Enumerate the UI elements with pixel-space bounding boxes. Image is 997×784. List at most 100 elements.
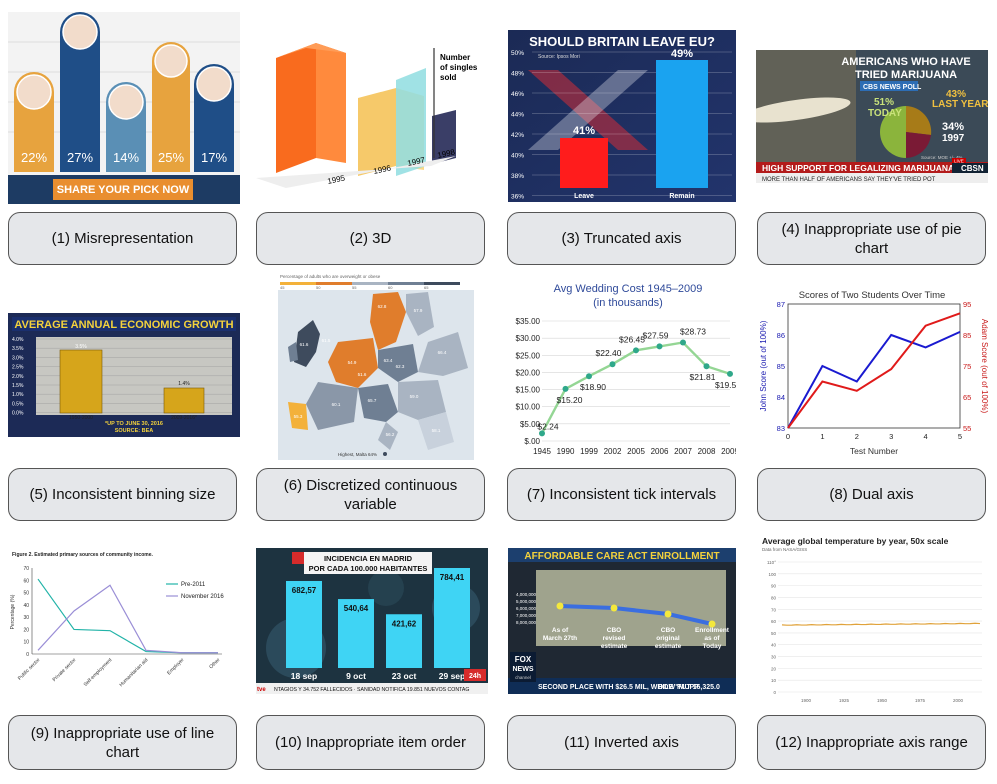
temperature-line xyxy=(781,622,981,626)
region-value: 61.5 xyxy=(322,338,331,343)
point-label: CBO xyxy=(661,627,675,634)
x-tick: 1900 xyxy=(801,698,812,703)
map-title: Percentage of adults who are overweight … xyxy=(280,274,381,279)
incidence-bar xyxy=(386,614,422,668)
panel-inverted-axis: AFFORDABLE CARE ACT ENROLLMENT 4,000,000… xyxy=(508,548,736,694)
data-label: $18.90 xyxy=(580,382,606,392)
bar-date: 23 oct xyxy=(392,671,417,681)
y-tick: 2.5% xyxy=(12,365,24,371)
x-tick: 1945 xyxy=(533,447,551,456)
data-point xyxy=(539,430,545,437)
y-tick: 50 xyxy=(23,591,29,597)
x-tick: 5 xyxy=(958,432,962,441)
malta-dot xyxy=(383,452,387,456)
title-line: AMERICANS WHO HAVE xyxy=(841,56,970,68)
panel-tick-intervals: Avg Wedding Cost 1945–2009 (in thousands… xyxy=(508,278,736,460)
y-tick: 90 xyxy=(771,584,777,589)
source-note: Source: MOE +/- 4% xyxy=(921,155,962,160)
region-value: 62.3 xyxy=(396,364,405,369)
left-tick: 87 xyxy=(777,300,785,309)
data-label: $19.58 xyxy=(715,380,736,390)
y-tick: 70 xyxy=(23,566,29,572)
point-label: as of xyxy=(704,635,720,642)
scale-tick: 60 xyxy=(388,285,393,290)
y-tick: 44% xyxy=(511,112,524,119)
ticker-dow: DOW FUT 16,325.0 xyxy=(658,684,720,691)
data-label: $28.73 xyxy=(680,326,706,336)
y-tick: 30 xyxy=(23,615,29,621)
point-label: March 27th xyxy=(543,635,577,642)
panel-truncated-axis: SHOULD BRITAIN LEAVE EU? Source: Ipsos M… xyxy=(508,30,736,202)
data-point xyxy=(609,361,616,368)
right-tick: 75 xyxy=(963,362,971,371)
region-value: 66.4 xyxy=(438,350,447,355)
scale-tick: 50 xyxy=(316,285,321,290)
x-tick: 1990 xyxy=(557,447,575,456)
panel-line-chart: Figure 2. Estimated primary sources of c… xyxy=(8,548,240,698)
y-tick: 50% xyxy=(511,50,524,57)
panel-misrepresentation: 22% 27% 14% 25% 17% SHARE YOUR PICK NOW xyxy=(8,12,240,204)
bar-leave xyxy=(560,138,608,188)
left-tick: 83 xyxy=(777,424,785,433)
caption-2: (2) 3D xyxy=(256,212,485,265)
share-pick-button[interactable]: SHARE YOUR PICK NOW xyxy=(53,179,193,200)
footnote: *UP TO JUNE 30, 2016 xyxy=(105,421,163,427)
caption-3: (3) Truncated axis xyxy=(507,212,736,265)
y-tick: 3.0% xyxy=(12,355,24,361)
caption-12: (12) Inappropriate axis range xyxy=(757,715,986,770)
y-tick: 2.0% xyxy=(12,374,24,380)
y1997-label: 1997 xyxy=(942,133,965,144)
y-tick: 4,000,000 xyxy=(516,592,537,597)
point-label: As of xyxy=(552,627,569,634)
bar-value: 540,64 xyxy=(344,604,369,613)
y-tick: 70 xyxy=(771,607,777,612)
data-point xyxy=(586,373,592,380)
y-tick: 0 xyxy=(773,690,776,695)
year-label: 1998 xyxy=(437,147,457,160)
y-tick: 1.0% xyxy=(12,392,24,398)
y-tick: 20 xyxy=(771,666,777,671)
candidate-percent: 14% xyxy=(113,150,139,165)
chart-title: AFFORDABLE CARE ACT ENROLLMENT xyxy=(524,551,719,562)
y-tick: 40 xyxy=(23,603,29,609)
caption-11: (11) Inverted axis xyxy=(507,715,736,770)
lastyear-pct: 43% xyxy=(946,89,966,100)
data-label: $27.59 xyxy=(643,330,669,340)
x-tick: 0 xyxy=(786,432,790,441)
candidate-percent: 25% xyxy=(158,150,184,165)
bar-value: 682,57 xyxy=(292,586,317,595)
bar-value: 41% xyxy=(573,125,595,137)
caption-8: (8) Dual axis xyxy=(757,468,986,521)
panel-3d: 1995 1996 1997 1998 Number of singles so… xyxy=(256,38,482,198)
y-tick: 80 xyxy=(771,595,777,600)
tve-logo: tve xyxy=(257,687,266,693)
y-tick: 40% xyxy=(511,153,524,160)
chart-title: Scores of Two Students Over Time xyxy=(799,290,946,301)
right-tick: 85 xyxy=(963,331,971,340)
lastyear-label: LAST YEAR xyxy=(932,99,988,110)
y-tick: 38% xyxy=(511,173,524,180)
data-label: $22.40 xyxy=(596,348,622,358)
title-line: TRIED MARIJUANA xyxy=(855,69,957,81)
legend-line: sold xyxy=(440,73,457,82)
candidate-photo xyxy=(16,74,52,110)
legend-label: Pre-2011 xyxy=(181,582,206,588)
bar-value: 784,41 xyxy=(440,573,465,582)
highest-note: Highest, Malta 64% xyxy=(338,452,377,457)
data-label: $15.20 xyxy=(557,395,583,405)
panel-axis-range: Average global temperature by year, 50x … xyxy=(756,534,988,706)
y-tick: $30.00 xyxy=(516,334,541,343)
chart-title: (in thousands) xyxy=(593,297,663,309)
legend-line: Number xyxy=(440,53,470,62)
y-tick: 0 xyxy=(26,652,29,658)
incidence-bar xyxy=(434,568,470,668)
years-axis: 1995 1996 1997 1998 xyxy=(327,147,457,186)
panel-binning: AVERAGE ANNUAL ECONOMIC GROWTH 4.0% 3.5% 3… xyxy=(8,313,240,437)
x-tick: 1999 xyxy=(580,447,598,456)
badge-24h: 24h xyxy=(469,673,481,680)
y-axis-label: Percentage (%) xyxy=(10,594,16,629)
x-tick: 3 xyxy=(889,432,893,441)
footnote: SOURCE: BEA xyxy=(115,428,154,434)
bar-value: 421,62 xyxy=(392,619,417,628)
y-tick: 6,000,000 xyxy=(516,606,537,611)
